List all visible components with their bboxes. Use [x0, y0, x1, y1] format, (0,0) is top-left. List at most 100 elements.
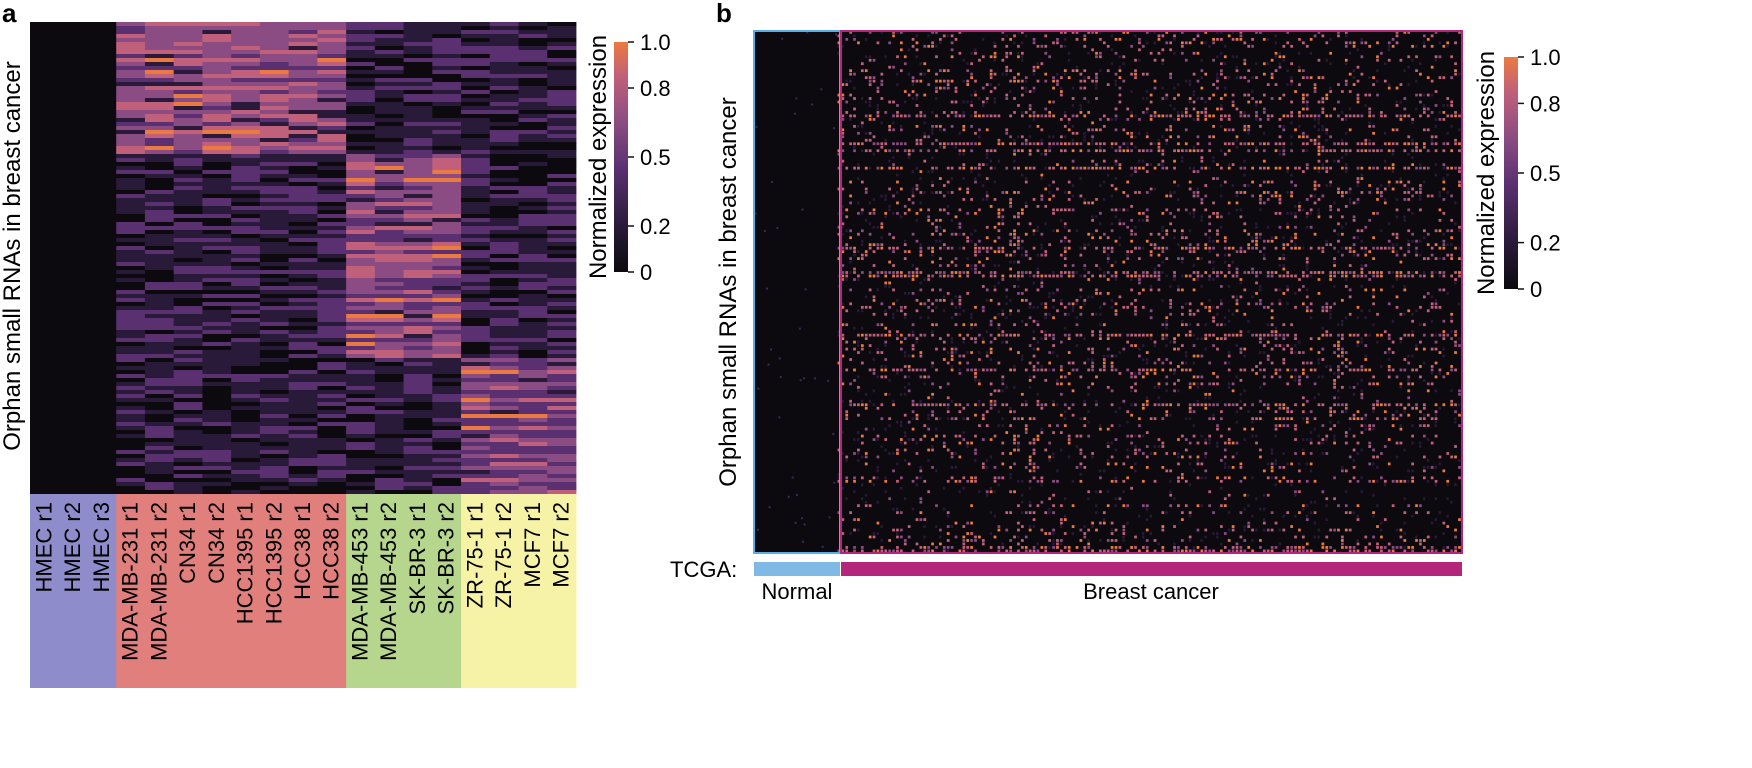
heat-cell — [1239, 76, 1243, 80]
heat-cell — [1149, 243, 1153, 247]
heat-cell — [966, 271, 970, 274]
heat-cell — [346, 150, 376, 155]
heat-cell — [317, 62, 347, 67]
heat-cell — [1013, 166, 1016, 170]
heat-cell — [547, 266, 577, 271]
heat-cell — [202, 162, 232, 167]
heat-cell — [1364, 274, 1368, 278]
heat-cell — [896, 173, 899, 177]
heat-cell — [116, 74, 146, 79]
heat-cell — [1403, 69, 1406, 73]
heat-cell — [432, 46, 462, 51]
heat-cell — [374, 102, 404, 107]
heat-cell — [1294, 305, 1297, 309]
heat-cell — [931, 128, 934, 132]
heat-cell — [1255, 225, 1258, 229]
heat-cell — [1067, 312, 1071, 316]
heat-cell — [1227, 34, 1231, 38]
heat-cell — [346, 418, 376, 423]
heat-cell — [939, 69, 942, 73]
heat-cell — [997, 302, 1001, 306]
heat-cell — [231, 26, 261, 31]
heat-cell — [1251, 97, 1254, 100]
heat-cell — [1130, 90, 1133, 93]
heat-cell — [317, 74, 347, 79]
heat-cell — [845, 208, 849, 212]
heat-cell — [1247, 44, 1251, 48]
heat-cell — [868, 333, 872, 337]
heat-cell — [1372, 211, 1375, 215]
heat-cell — [1313, 166, 1317, 170]
heat-cell — [1208, 222, 1212, 226]
heat-cell — [461, 142, 491, 147]
heat-cell — [1450, 330, 1453, 334]
heat-cell — [1153, 243, 1157, 247]
heat-cell — [1333, 107, 1336, 111]
heat-cell — [1208, 142, 1212, 146]
heat-cell — [259, 50, 290, 55]
heat-cell — [1372, 83, 1375, 86]
heat-cell — [288, 258, 318, 263]
heat-cell — [1083, 79, 1087, 83]
heat-cell — [1395, 278, 1398, 281]
heat-cell — [1130, 218, 1133, 222]
heat-cell — [1274, 51, 1278, 55]
heat-cell — [1255, 302, 1258, 306]
heat-cell — [911, 83, 915, 86]
heat-cell — [374, 414, 404, 419]
heat-cell — [317, 466, 347, 471]
heat-cell — [1157, 246, 1161, 250]
heat-cell — [989, 69, 993, 73]
heat-cell — [1204, 232, 1208, 236]
heat-cell — [1430, 274, 1434, 278]
heat-cell — [1196, 170, 1200, 173]
heat-cell — [896, 111, 899, 114]
heat-cell — [935, 298, 938, 302]
heat-cell — [346, 298, 376, 303]
heat-cell — [884, 111, 888, 114]
heat-cell — [317, 170, 347, 175]
heat-cell — [202, 402, 232, 407]
heat-cell — [1083, 86, 1087, 90]
heat-cell — [1376, 274, 1379, 278]
heat-cell — [259, 454, 290, 459]
heat-cell — [1442, 211, 1446, 215]
heat-cell — [518, 210, 548, 215]
heat-cell — [1270, 330, 1274, 334]
heat-cell — [1376, 41, 1379, 45]
heat-cell — [1411, 211, 1414, 215]
heat-cell — [461, 470, 491, 475]
sample-group-band — [30, 494, 117, 688]
heat-cell — [1368, 121, 1371, 125]
heat-cell — [1216, 215, 1219, 219]
heat-cell — [978, 135, 981, 139]
heat-cell — [288, 346, 318, 351]
heat-cell — [374, 50, 404, 55]
heat-cell — [374, 58, 404, 63]
heat-cell — [1017, 246, 1020, 250]
heat-cell — [981, 309, 985, 313]
heat-cell — [259, 478, 290, 483]
heat-cell — [853, 246, 856, 250]
heat-cell — [489, 422, 519, 427]
sample-label: CN34 r2 — [204, 502, 229, 584]
heat-cell — [1165, 31, 1169, 34]
heat-cell — [1048, 145, 1051, 149]
heat-cell — [876, 288, 879, 292]
heat-cell — [1266, 166, 1270, 170]
heat-cell — [985, 250, 989, 254]
heat-cell — [403, 98, 433, 103]
heat-cell — [346, 134, 376, 139]
heat-cell — [1348, 312, 1352, 316]
heat-cell — [1126, 180, 1130, 184]
heat-cell — [1372, 271, 1375, 274]
heat-cell — [989, 55, 993, 59]
heat-cell — [939, 232, 942, 236]
heat-cell — [288, 326, 318, 331]
heat-cell — [966, 79, 970, 83]
heat-cell — [997, 138, 1001, 142]
heat-cell — [1036, 205, 1040, 208]
heat-cell — [317, 386, 347, 391]
heat-cell — [978, 163, 981, 167]
heat-cell — [1134, 72, 1137, 76]
